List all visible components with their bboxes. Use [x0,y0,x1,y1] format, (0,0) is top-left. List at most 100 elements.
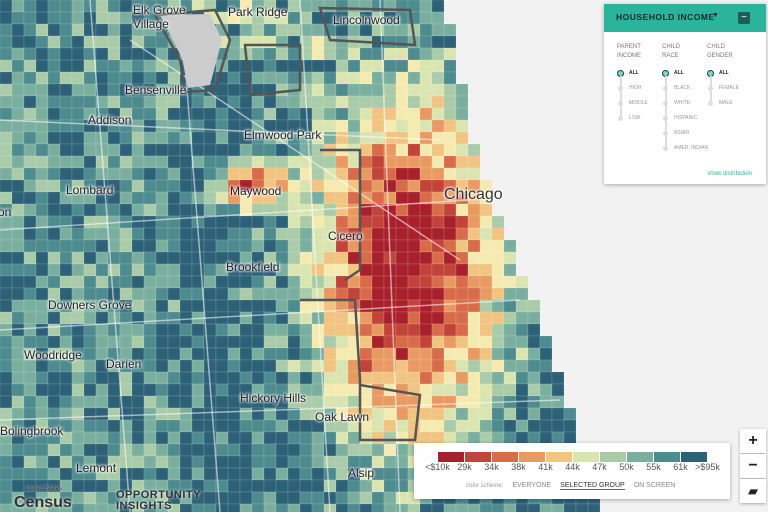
census-tract[interactable] [287,359,301,373]
census-tract[interactable] [299,311,313,325]
census-tract[interactable] [383,467,397,481]
census-tract[interactable] [155,335,169,349]
census-tract[interactable] [407,371,421,385]
census-tract[interactable] [227,23,241,37]
census-tract[interactable] [431,299,445,313]
census-tract[interactable] [455,395,469,409]
census-tract[interactable] [35,143,49,157]
census-tract[interactable] [227,455,241,469]
census-tract[interactable] [491,251,505,265]
census-tract[interactable] [179,167,193,181]
census-tract[interactable] [119,383,133,397]
census-tract[interactable] [167,455,181,469]
census-tract[interactable] [179,323,193,337]
census-tract[interactable] [383,107,397,121]
census-tract[interactable] [323,455,337,469]
census-tract[interactable] [503,263,517,277]
census-tract[interactable] [167,323,181,337]
census-tract[interactable] [275,371,289,385]
census-tract[interactable] [23,263,37,277]
census-tract[interactable] [131,419,145,433]
census-tract[interactable] [311,95,325,109]
census-tract[interactable] [311,455,325,469]
census-tract[interactable] [335,71,349,85]
census-tract[interactable] [395,503,409,512]
census-tract[interactable] [215,335,229,349]
census-tract[interactable] [35,179,49,193]
census-tract[interactable] [443,311,457,325]
census-tract[interactable] [179,143,193,157]
census-tract[interactable] [371,443,385,457]
census-tract[interactable] [263,323,277,337]
census-tract[interactable] [0,23,13,37]
census-tract[interactable] [431,131,445,145]
census-tract[interactable] [191,155,205,169]
census-tract[interactable] [395,251,409,265]
census-tract[interactable] [119,131,133,145]
census-tract[interactable] [371,491,385,505]
census-tract[interactable] [371,371,385,385]
census-tract[interactable] [239,275,253,289]
census-tract[interactable] [443,335,457,349]
census-tract[interactable] [503,323,517,337]
census-tract[interactable] [0,275,13,289]
census-tract[interactable] [155,191,169,205]
census-tract[interactable] [371,359,385,373]
census-tract[interactable] [167,383,181,397]
census-tract[interactable] [263,299,277,313]
census-tract[interactable] [431,71,445,85]
census-tract[interactable] [83,11,97,25]
census-tract[interactable] [215,287,229,301]
census-tract[interactable] [347,287,361,301]
census-tract[interactable] [371,311,385,325]
census-tract[interactable] [467,239,481,253]
census-tract[interactable] [83,239,97,253]
census-tract[interactable] [479,251,493,265]
census-tract[interactable] [155,383,169,397]
census-tract[interactable] [167,203,181,217]
census-tract[interactable] [227,419,241,433]
census-tract[interactable] [23,443,37,457]
census-tract[interactable] [455,359,469,373]
filter-option-radio[interactable]: MIDDLE [617,100,661,116]
census-tract[interactable] [287,347,301,361]
census-tract[interactable] [0,263,13,277]
census-tract[interactable] [95,215,109,229]
census-tract[interactable] [59,131,73,145]
census-tract[interactable] [335,371,349,385]
census-tract[interactable] [95,419,109,433]
census-tract[interactable] [203,503,217,512]
census-tract[interactable] [59,467,73,481]
census-tract[interactable] [131,47,145,61]
census-tract[interactable] [239,359,253,373]
census-tract[interactable] [587,503,601,512]
census-tract[interactable] [215,83,229,97]
census-tract[interactable] [455,227,469,241]
census-tract[interactable] [107,263,121,277]
census-tract[interactable] [11,263,25,277]
census-tract[interactable] [371,479,385,493]
census-tract[interactable] [239,323,253,337]
census-tract[interactable] [335,395,349,409]
census-tract[interactable] [131,383,145,397]
census-tract[interactable] [35,395,49,409]
census-tract[interactable] [311,467,325,481]
census-tract[interactable] [275,59,289,73]
census-tract[interactable] [95,323,109,337]
census-tract[interactable] [443,419,457,433]
census-tract[interactable] [203,347,217,361]
census-tract[interactable] [155,395,169,409]
census-tract[interactable] [95,383,109,397]
census-tract[interactable] [491,383,505,397]
census-tract[interactable] [107,23,121,37]
census-tract[interactable] [359,83,373,97]
census-tract[interactable] [251,71,265,85]
census-tract[interactable] [455,371,469,385]
census-tract[interactable] [143,323,157,337]
census-tract[interactable] [299,287,313,301]
filter-option-radio[interactable]: ALL [617,70,661,86]
census-tract[interactable] [371,383,385,397]
census-tract[interactable] [335,503,349,512]
census-tract[interactable] [347,503,361,512]
census-tract[interactable] [71,143,85,157]
